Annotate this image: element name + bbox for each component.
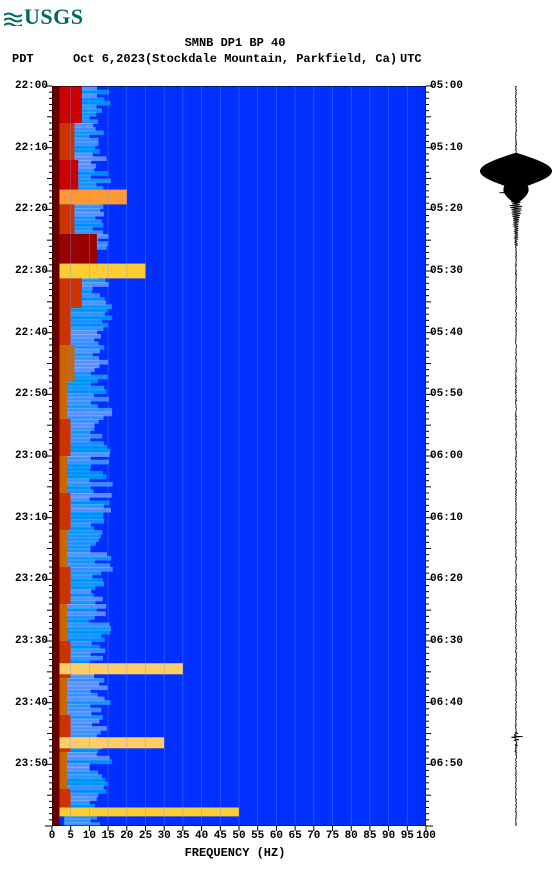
ytick-right: 06:50 — [430, 758, 470, 770]
ytick-right: 06:10 — [430, 512, 470, 524]
xtick: 40 — [192, 830, 212, 842]
xtick: 55 — [248, 830, 268, 842]
ytick-left: 22:10 — [8, 142, 48, 154]
ytick-left: 22:00 — [8, 80, 48, 92]
ytick-right: 05:10 — [430, 142, 470, 154]
ytick-left: 23:10 — [8, 512, 48, 524]
ytick-left: 22:40 — [8, 327, 48, 339]
ytick-right: 06:30 — [430, 635, 470, 647]
waves-icon — [4, 6, 22, 20]
xtick: 65 — [285, 830, 305, 842]
xtick: 100 — [416, 830, 436, 842]
xtick: 45 — [210, 830, 230, 842]
ytick-left: 22:30 — [8, 265, 48, 277]
xtick: 95 — [397, 830, 417, 842]
ytick-right: 06:00 — [430, 450, 470, 462]
ytick-left: 23:30 — [8, 635, 48, 647]
xtick: 50 — [229, 830, 249, 842]
xtick: 60 — [266, 830, 286, 842]
tz-right-label: UTC — [400, 52, 422, 66]
ytick-left: 22:20 — [8, 203, 48, 215]
waveform-plot — [480, 86, 552, 826]
xtick: 35 — [173, 830, 193, 842]
ytick-left: 23:00 — [8, 450, 48, 462]
xtick: 70 — [304, 830, 324, 842]
logo-text: USGS — [24, 4, 83, 29]
xtick: 25 — [136, 830, 156, 842]
ytick-right: 05:00 — [430, 80, 470, 92]
ytick-left: 23:20 — [8, 573, 48, 585]
xtick: 15 — [98, 830, 118, 842]
spectrogram-plot — [52, 86, 426, 826]
ytick-right: 05:50 — [430, 388, 470, 400]
xtick: 90 — [379, 830, 399, 842]
chart-title: SMNB DP1 BP 40 — [0, 36, 470, 50]
xtick: 5 — [61, 830, 81, 842]
xtick: 30 — [154, 830, 174, 842]
xtick: 20 — [117, 830, 137, 842]
ytick-right: 05:40 — [430, 327, 470, 339]
xtick: 0 — [42, 830, 62, 842]
xtick: 75 — [323, 830, 343, 842]
ytick-left: 23:50 — [8, 758, 48, 770]
xtick: 80 — [341, 830, 361, 842]
ytick-left: 22:50 — [8, 388, 48, 400]
xtick: 85 — [360, 830, 380, 842]
ytick-right: 06:40 — [430, 697, 470, 709]
ytick-right: 06:20 — [430, 573, 470, 585]
xtick: 10 — [79, 830, 99, 842]
ytick-right: 05:30 — [430, 265, 470, 277]
x-axis-label: FREQUENCY (HZ) — [0, 846, 470, 860]
ytick-right: 05:20 — [430, 203, 470, 215]
usgs-logo: USGS — [4, 4, 83, 30]
ytick-left: 23:40 — [8, 697, 48, 709]
